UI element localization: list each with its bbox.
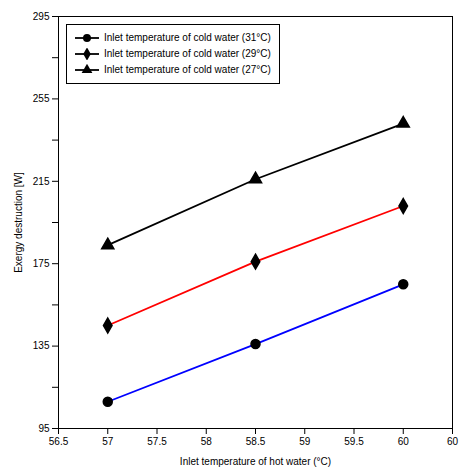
svg-text:58: 58 (201, 436, 213, 447)
svg-text:60: 60 (398, 436, 410, 447)
svg-text:57.5: 57.5 (147, 436, 167, 447)
svg-text:295: 295 (33, 11, 50, 22)
svg-text:59.5: 59.5 (344, 436, 364, 447)
svg-text:255: 255 (33, 93, 50, 104)
svg-text:60: 60 (447, 436, 459, 447)
html-text:Inlet temperature of cold wate: Inlet temperature of cold water (27°C) (104, 64, 271, 75)
svg-text:175: 175 (33, 258, 50, 269)
svg-text:Inlet temperature of hot water: Inlet temperature of hot water (°C) (180, 456, 331, 467)
html-text:Inlet temperature of cold wate: Inlet temperature of cold water (29°C) (104, 48, 271, 59)
svg-text:135: 135 (33, 340, 50, 351)
svg-text:57: 57 (102, 436, 114, 447)
html-text:Inlet temperature of cold wate: Inlet temperature of cold water (31°C) (104, 32, 271, 43)
svg-text:Exergy destruction [W]: Exergy destruction [W] (13, 172, 24, 273)
svg-text:59: 59 (299, 436, 311, 447)
svg-text:58.5: 58.5 (246, 436, 266, 447)
svg-text:56.5: 56.5 (49, 436, 69, 447)
svg-text:215: 215 (33, 176, 50, 187)
svg-text:95: 95 (38, 423, 50, 434)
